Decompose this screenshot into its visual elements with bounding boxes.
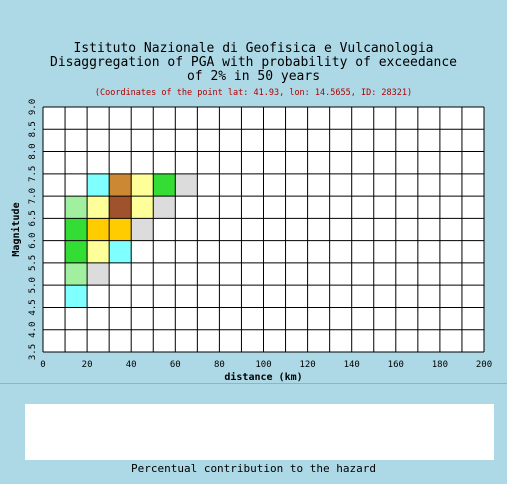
x-tick-label: 100 <box>255 360 271 370</box>
x-tick-label: 0 <box>40 360 45 370</box>
heatmap-cell <box>87 173 110 197</box>
y-tick-label: 9.0 <box>28 99 38 115</box>
heatmap-cell <box>65 196 88 219</box>
y-tick-label: 5.0 <box>28 277 38 293</box>
x-tick-label: 200 <box>476 360 492 370</box>
heatmap-cell <box>153 218 176 241</box>
y-tick-label: 6.5 <box>28 210 38 226</box>
x-axis-label: distance (km) <box>224 371 302 383</box>
heatmap-cell <box>87 240 110 263</box>
x-tick-label: 140 <box>344 360 360 370</box>
heatmap-cell <box>175 173 198 197</box>
heatmap-cell <box>65 307 88 330</box>
x-tick-label: 40 <box>126 360 137 370</box>
y-tick-label: 4.0 <box>28 322 38 338</box>
heatmap-cell <box>175 196 198 219</box>
heatmap-cell <box>65 285 88 308</box>
heatmap-cell <box>131 196 154 219</box>
chart-subtitle: (Coordinates of the point lat: 41.93, lo… <box>94 88 413 98</box>
y-tick-label: 7.5 <box>28 166 38 182</box>
section-divider <box>0 383 507 384</box>
heatmap-cell <box>109 196 132 219</box>
heatmap-cell <box>131 218 154 241</box>
heatmap-cell <box>87 285 110 308</box>
chart-title-line-1: Istituto Nazionale di Geofisica e Vulcan… <box>73 41 434 56</box>
y-tick-label: 6.0 <box>28 233 38 249</box>
chart-title-line-2: Disaggregation of PGA with probability o… <box>50 55 457 70</box>
heatmap-cell <box>153 173 176 197</box>
heatmap-cell <box>197 173 220 197</box>
legend-panel <box>25 404 494 460</box>
heatmap-cell <box>131 173 154 197</box>
legend-caption: Percentual contribution to the hazard <box>130 462 377 475</box>
heatmap-cell <box>197 196 220 219</box>
heatmap-cell <box>241 173 264 197</box>
heatmap-cell <box>109 240 132 263</box>
heatmap-cell <box>65 240 88 263</box>
heatmap-cell <box>65 262 88 286</box>
y-tick-label: 8.5 <box>28 121 38 137</box>
chart-header: Istituto Nazionale di Geofisica e Vulcan… <box>0 41 507 99</box>
heatmap-cell <box>153 196 176 219</box>
heatmap-cell <box>219 173 242 197</box>
y-tick-label: 3.5 <box>28 344 38 360</box>
heatmap-cell <box>65 218 88 241</box>
x-tick-label: 160 <box>388 360 404 370</box>
x-tick-label: 60 <box>170 360 181 370</box>
x-tick-label: 20 <box>82 360 93 370</box>
heatmap-cell <box>87 218 110 241</box>
heatmap-cell <box>87 262 110 286</box>
y-tick-label: 7.0 <box>28 188 38 204</box>
heatmap-cell <box>109 173 132 197</box>
heatmap-cell <box>109 218 132 241</box>
y-tick-label: 5.5 <box>28 255 38 271</box>
heatmap-cell <box>109 262 132 286</box>
heatmap-cell <box>175 218 198 241</box>
heatmap-cell <box>87 196 110 219</box>
y-tick-label: 4.5 <box>28 299 38 315</box>
y-axis-label: Magnitude <box>10 202 22 256</box>
x-tick-label: 120 <box>299 360 315 370</box>
chart-title-line-3: of 2% in 50 years <box>186 69 321 84</box>
heatmap-cell <box>131 240 154 263</box>
y-tick-label: 8.0 <box>28 143 38 159</box>
x-tick-label: 180 <box>432 360 448 370</box>
heatmap-cell <box>263 173 286 197</box>
x-tick-label: 80 <box>214 360 225 370</box>
heatmap-cell <box>219 196 242 219</box>
